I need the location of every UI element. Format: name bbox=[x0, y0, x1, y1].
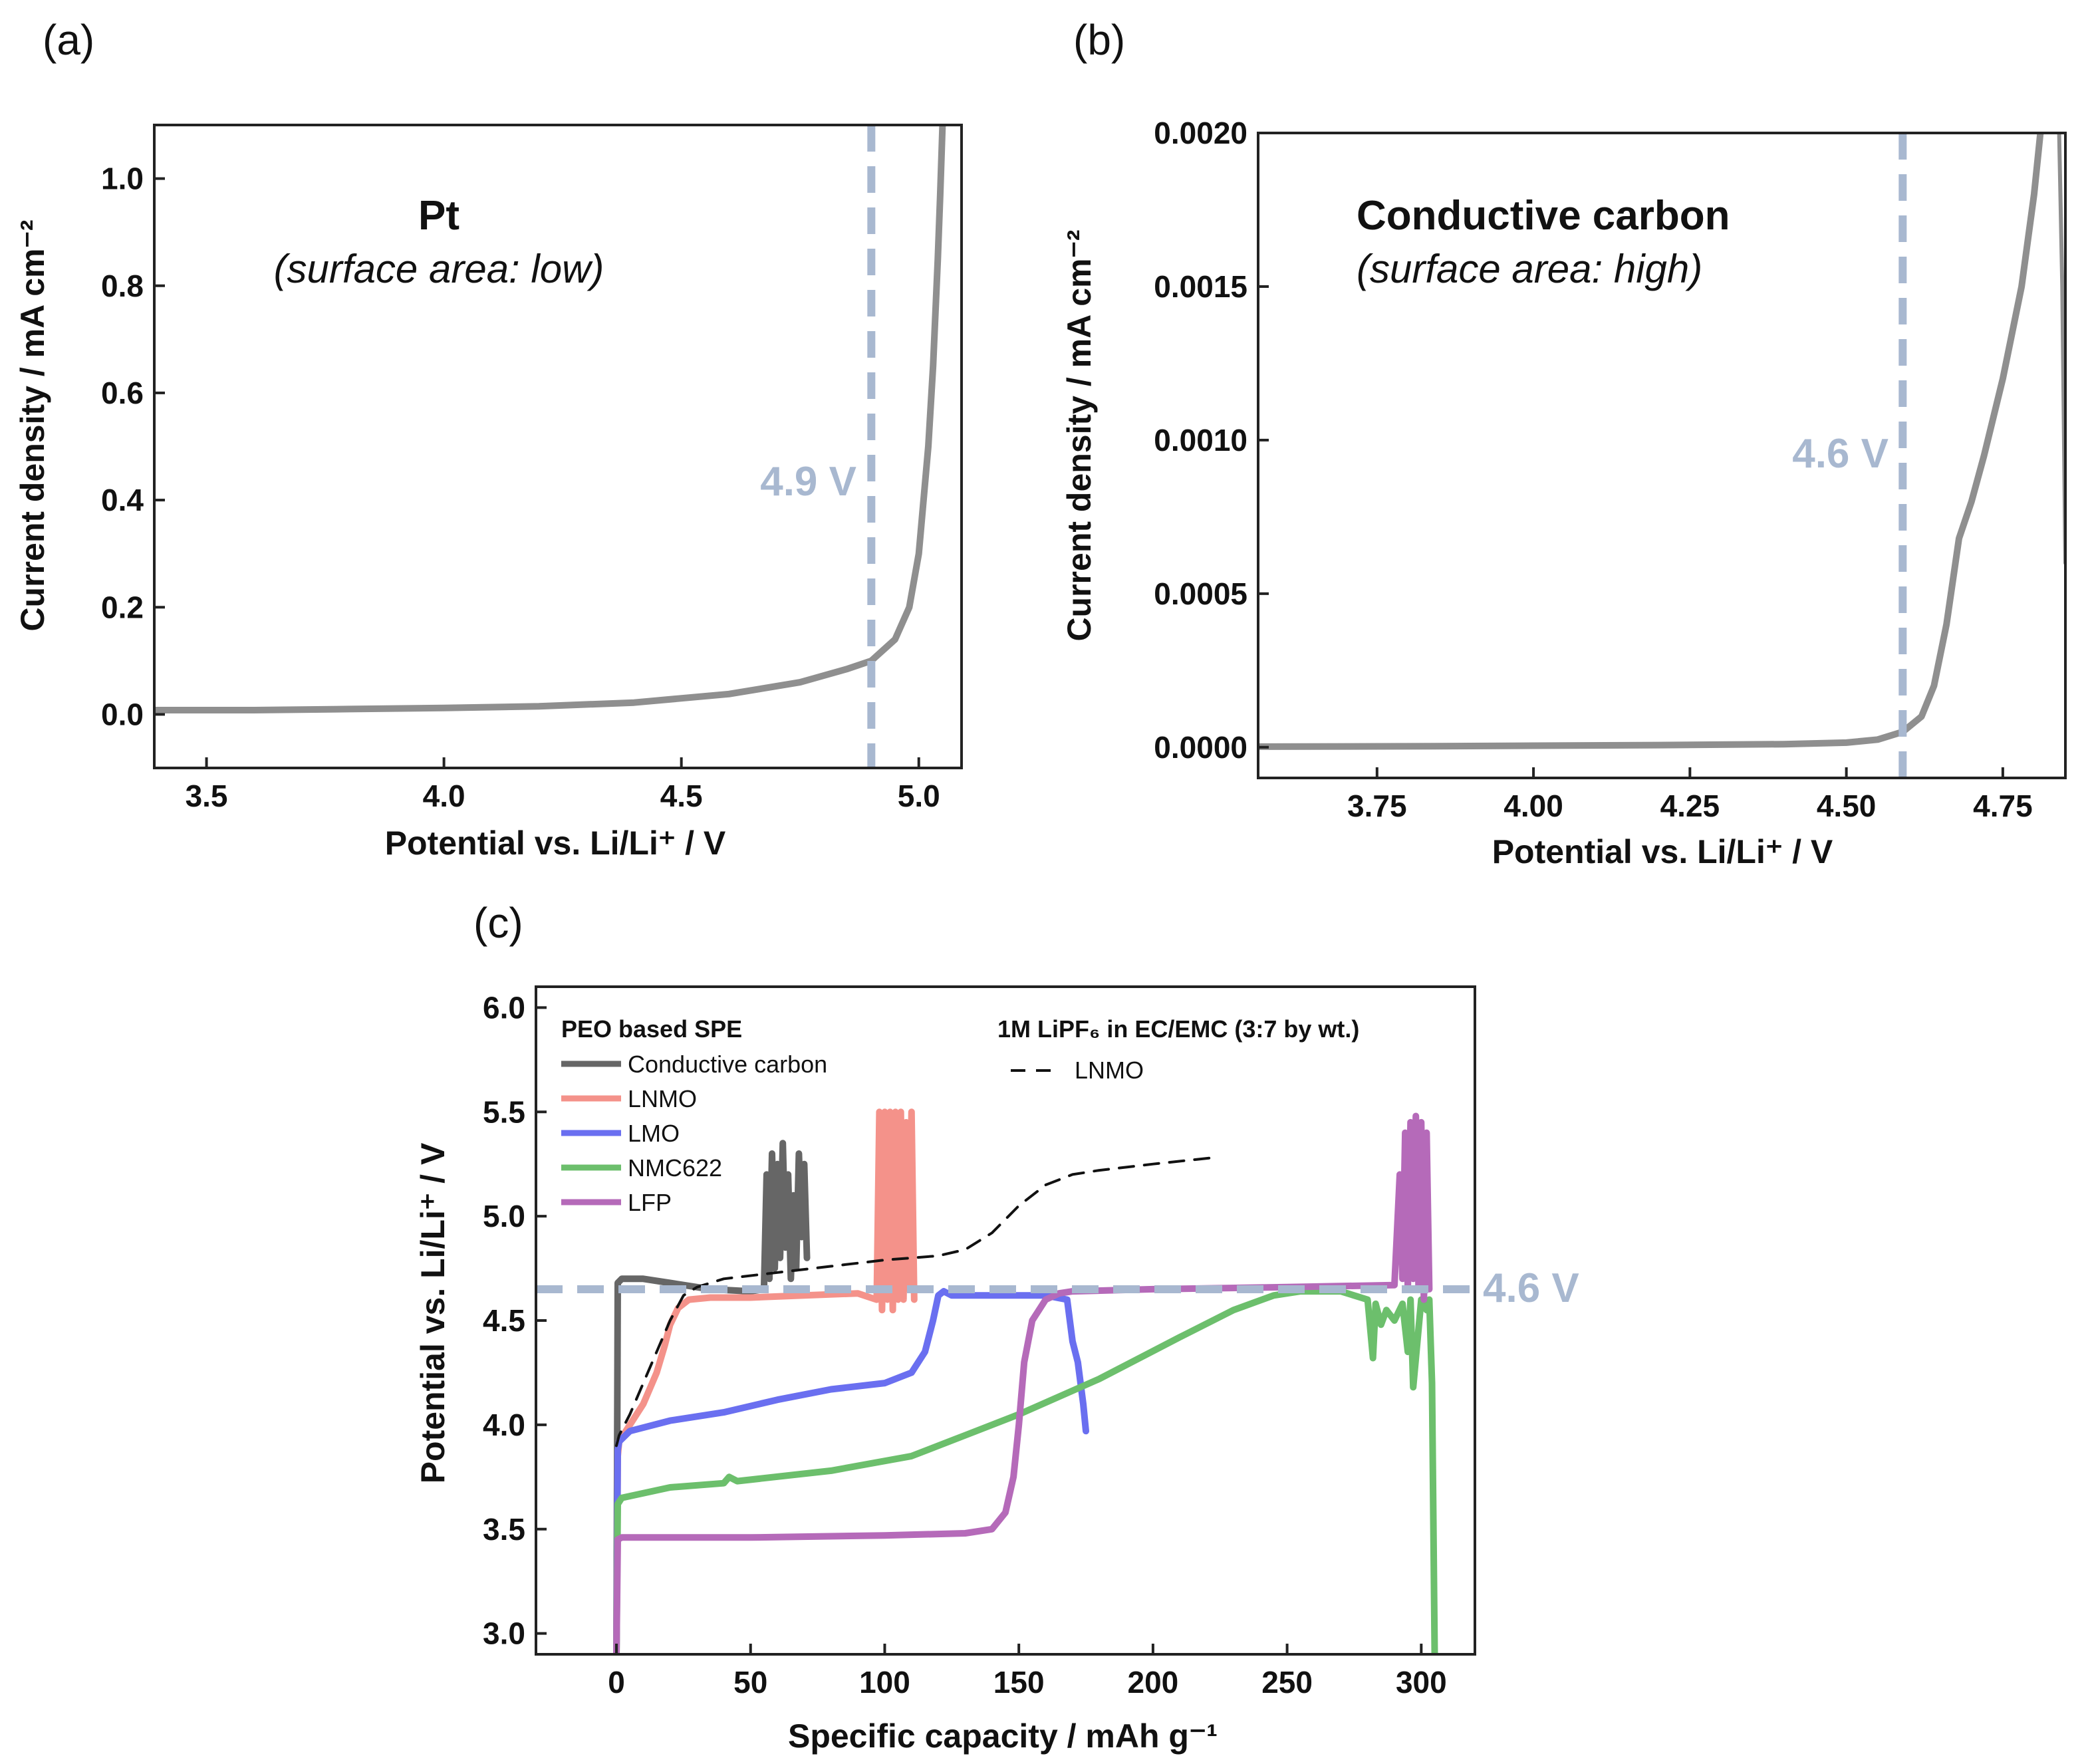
plot-series-a bbox=[154, 125, 946, 713]
panel-c-ylabel: Potential vs. Li/Li⁺ / V bbox=[414, 1142, 452, 1483]
x-tick-label: 0 bbox=[608, 1665, 625, 1700]
y-tick-label: 0.0015 bbox=[1154, 269, 1247, 304]
panel-a-subtitle: (surface area: low) bbox=[274, 247, 604, 291]
legend-left-title: PEO based SPE bbox=[561, 1015, 742, 1043]
panel-a-ylabel: Current density / mA cm⁻² bbox=[14, 219, 51, 631]
series-line-lnmo-liquid bbox=[615, 1156, 1214, 1448]
y-tick-label: 3.5 bbox=[483, 1512, 525, 1547]
x-tick-label: 150 bbox=[993, 1665, 1045, 1700]
legend-entry-lfp: LFP bbox=[628, 1189, 672, 1216]
legend-entry-conductive-carbon: Conductive carbon bbox=[628, 1051, 827, 1078]
legend-entry-lnmo: LNMO bbox=[628, 1085, 697, 1112]
legend-entry-nmc622: NMC622 bbox=[628, 1154, 722, 1182]
panel-a-threshold-label: 4.9 V bbox=[760, 459, 856, 505]
panel-b-xlabel: Potential vs. Li/Li⁺ / V bbox=[1492, 833, 1833, 870]
plot-frame bbox=[153, 124, 963, 769]
panel-c-xlabel: Specific capacity / mAh g⁻¹ bbox=[788, 1717, 1218, 1755]
x-tick-label: 4.50 bbox=[1817, 789, 1877, 823]
x-tick-label: 100 bbox=[859, 1665, 910, 1700]
panel-c-legend-right: 1M LiPF₆ in EC/EMC (3:7 by wt.) LNMO bbox=[997, 1015, 1359, 1084]
panel-a-plot: 3.5 4.0 4.5 5.0 0.0 0.2 0.4 0.6 0.8 1.0 bbox=[101, 124, 963, 813]
series-line-conductive-carbon bbox=[613, 1140, 811, 1654]
panel-c-label: (c) bbox=[473, 899, 523, 947]
y-tick-label: 0.4 bbox=[101, 483, 144, 517]
panel-a-xlabel: Potential vs. Li/Li⁺ / V bbox=[385, 824, 726, 862]
plot-series-c bbox=[613, 1108, 1438, 1654]
series-line-lfp bbox=[613, 1112, 1433, 1654]
series-line-lnmo bbox=[613, 1108, 918, 1654]
y-tick-label: 1.0 bbox=[101, 162, 144, 196]
x-tick-label: 4.5 bbox=[660, 779, 703, 813]
panel-c-legend-left: PEO based SPE Conductive carbon LNMO LMO… bbox=[561, 1015, 827, 1216]
x-tick-label: 5.0 bbox=[898, 779, 940, 813]
panel-b-label: (b) bbox=[1073, 16, 1125, 64]
panel-c-threshold-label: 4.6 V bbox=[1483, 1265, 1579, 1311]
x-tick-label: 50 bbox=[733, 1665, 767, 1700]
y-tick-label: 3.0 bbox=[483, 1616, 525, 1651]
y-tick-label: 0.0 bbox=[101, 697, 144, 731]
y-tick-label: 5.5 bbox=[483, 1094, 525, 1129]
series-line-conductive-carbon bbox=[1258, 133, 2044, 750]
x-tick-label: 300 bbox=[1396, 1665, 1447, 1700]
series-line-lmo bbox=[613, 1288, 1089, 1654]
y-tick-label: 0.0020 bbox=[1154, 116, 1247, 150]
panel-a-title: Pt bbox=[418, 193, 459, 239]
y-tick-label: 5.0 bbox=[483, 1199, 525, 1233]
panel-b-threshold-label: 4.6 V bbox=[1792, 431, 1889, 477]
y-tick-label: 0.0010 bbox=[1154, 423, 1247, 457]
panel-b: (b) 3.75 4.00 4.25 4.50 4.75 0.0000 0.0005 0.00… bbox=[1061, 16, 2067, 870]
panel-a: (a) 3.5 4.0 4.5 5.0 0.0 0.2 0.4 0.6 0.8 1.0 Pt (s… bbox=[14, 16, 963, 862]
plot-frame bbox=[1257, 132, 2067, 779]
panel-a-label: (a) bbox=[43, 16, 94, 64]
x-tick-label: 4.0 bbox=[423, 779, 465, 813]
x-tick-label: 3.5 bbox=[186, 779, 228, 813]
y-tick-label: 4.0 bbox=[483, 1408, 525, 1442]
legend-right-title: 1M LiPF₆ in EC/EMC (3:7 by wt.) bbox=[997, 1015, 1359, 1043]
x-tick-label: 4.00 bbox=[1503, 789, 1563, 823]
x-tick-label: 250 bbox=[1261, 1665, 1313, 1700]
legend-entry-lnmo-liquid: LNMO bbox=[1075, 1057, 1144, 1084]
panel-b-title: Conductive carbon bbox=[1357, 193, 1730, 239]
y-tick-label: 0.2 bbox=[101, 590, 144, 624]
panel-c: (c) 0 50 100 150 200 250 300 3.0 3.5 4.0 4.5 5.0 5.5… bbox=[414, 899, 1579, 1755]
y-tick-label: 0.0005 bbox=[1154, 576, 1247, 611]
panel-b-plot: 3.75 4.00 4.25 4.50 4.75 0.0000 0.0005 0.0010 0.… bbox=[1154, 116, 2067, 823]
panel-c-plot: 0 50 100 150 200 250 300 3.0 3.5 4.0 4.5 5.0 5.5 6.0 bbox=[483, 985, 1480, 1700]
x-tick-label: 3.75 bbox=[1347, 789, 1407, 823]
x-tick-label: 200 bbox=[1128, 1665, 1179, 1700]
y-tick-label: 0.8 bbox=[101, 269, 144, 303]
panel-b-subtitle: (surface area: high) bbox=[1357, 247, 1702, 291]
y-tick-label: 0.6 bbox=[101, 376, 144, 410]
y-tick-label: 6.0 bbox=[483, 990, 525, 1025]
y-tick-label: 0.0000 bbox=[1154, 730, 1247, 765]
y-tick-label: 4.5 bbox=[483, 1303, 525, 1338]
x-tick-label: 4.75 bbox=[1973, 789, 2033, 823]
x-tick-label: 4.25 bbox=[1660, 789, 1720, 823]
panel-b-ylabel: Current density / mA cm⁻² bbox=[1061, 229, 1098, 641]
series-line-pt bbox=[154, 125, 946, 713]
legend-entry-lmo: LMO bbox=[628, 1120, 680, 1147]
